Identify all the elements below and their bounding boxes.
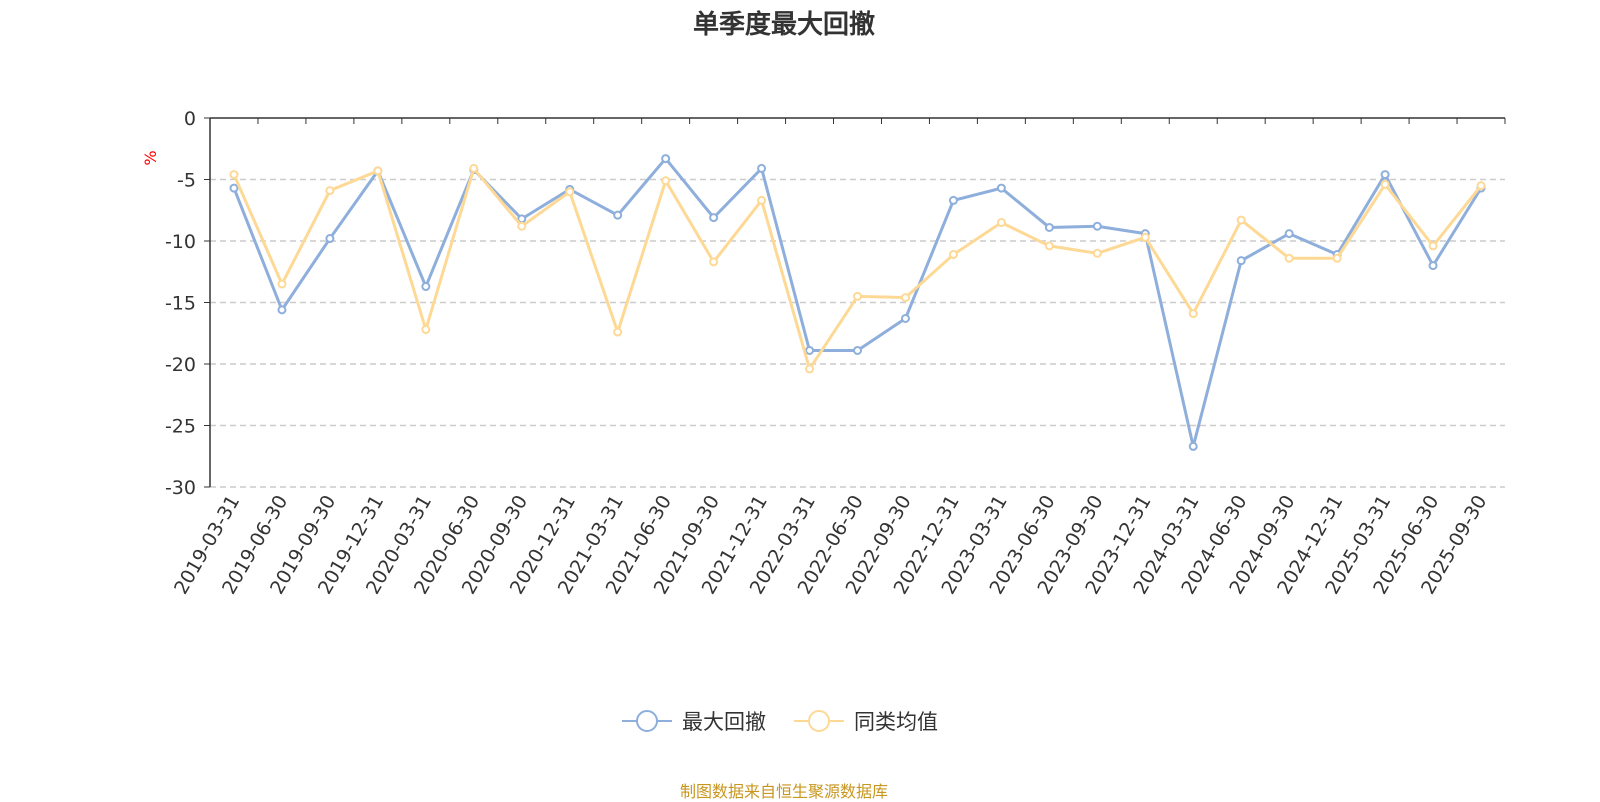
data-point [1092,221,1102,231]
data-point [805,364,815,374]
y-tick-label: -10 [165,231,196,253]
data-point [1236,256,1246,266]
data-point [517,221,527,231]
data-point [1428,241,1438,251]
data-point [613,210,623,220]
data-point [900,313,910,323]
data-point [613,327,623,337]
data-point [229,170,239,180]
data-point [421,325,431,335]
data-point [1188,309,1198,319]
data-point [1092,248,1102,258]
data-point [709,257,719,267]
data-point [1428,261,1438,271]
data-point [853,291,862,301]
y-axis-label: % [141,150,160,165]
data-point [1188,441,1198,451]
data-point [948,195,958,205]
data-point [325,234,335,244]
data-source-note: 制图数据来自恒生聚源数据库 [679,782,888,801]
data-point [1140,232,1150,242]
data-point [996,183,1006,193]
data-point [996,218,1006,228]
y-tick-label: -30 [165,477,196,499]
data-point [1332,253,1342,263]
chart-title: 单季度最大回撤 [692,10,875,40]
y-tick-label: -25 [165,416,196,438]
data-point [661,176,671,186]
data-point [1044,222,1054,232]
data-point [565,187,575,197]
data-point [1476,181,1486,191]
data-point [1380,170,1390,180]
y-tick-label: -5 [177,170,196,192]
data-point [661,154,671,164]
data-point [948,250,958,260]
data-point [1044,241,1054,251]
legend-marker [636,710,658,732]
legend-marker [808,710,830,732]
data-point [853,345,862,355]
data-point [1284,253,1294,263]
y-tick-label: -15 [165,293,196,315]
series-line-2 [232,165,1483,373]
data-point [757,163,767,173]
data-point [709,213,719,223]
data-point [325,186,335,196]
data-point [900,293,910,303]
data-point [277,305,287,315]
data-point [1236,215,1246,225]
data-point [469,163,479,173]
legend-label: 同类均值 [854,710,938,734]
data-point [805,345,815,355]
data-point [373,166,383,176]
y-tick-label: -20 [165,354,196,376]
data-point [1284,229,1294,239]
legend-label: 最大回撤 [682,710,766,734]
data-point [229,183,239,193]
data-point [421,282,431,292]
data-point [757,195,767,205]
data-point [277,279,287,289]
y-tick-label: 0 [184,108,196,130]
data-point [1380,179,1390,189]
